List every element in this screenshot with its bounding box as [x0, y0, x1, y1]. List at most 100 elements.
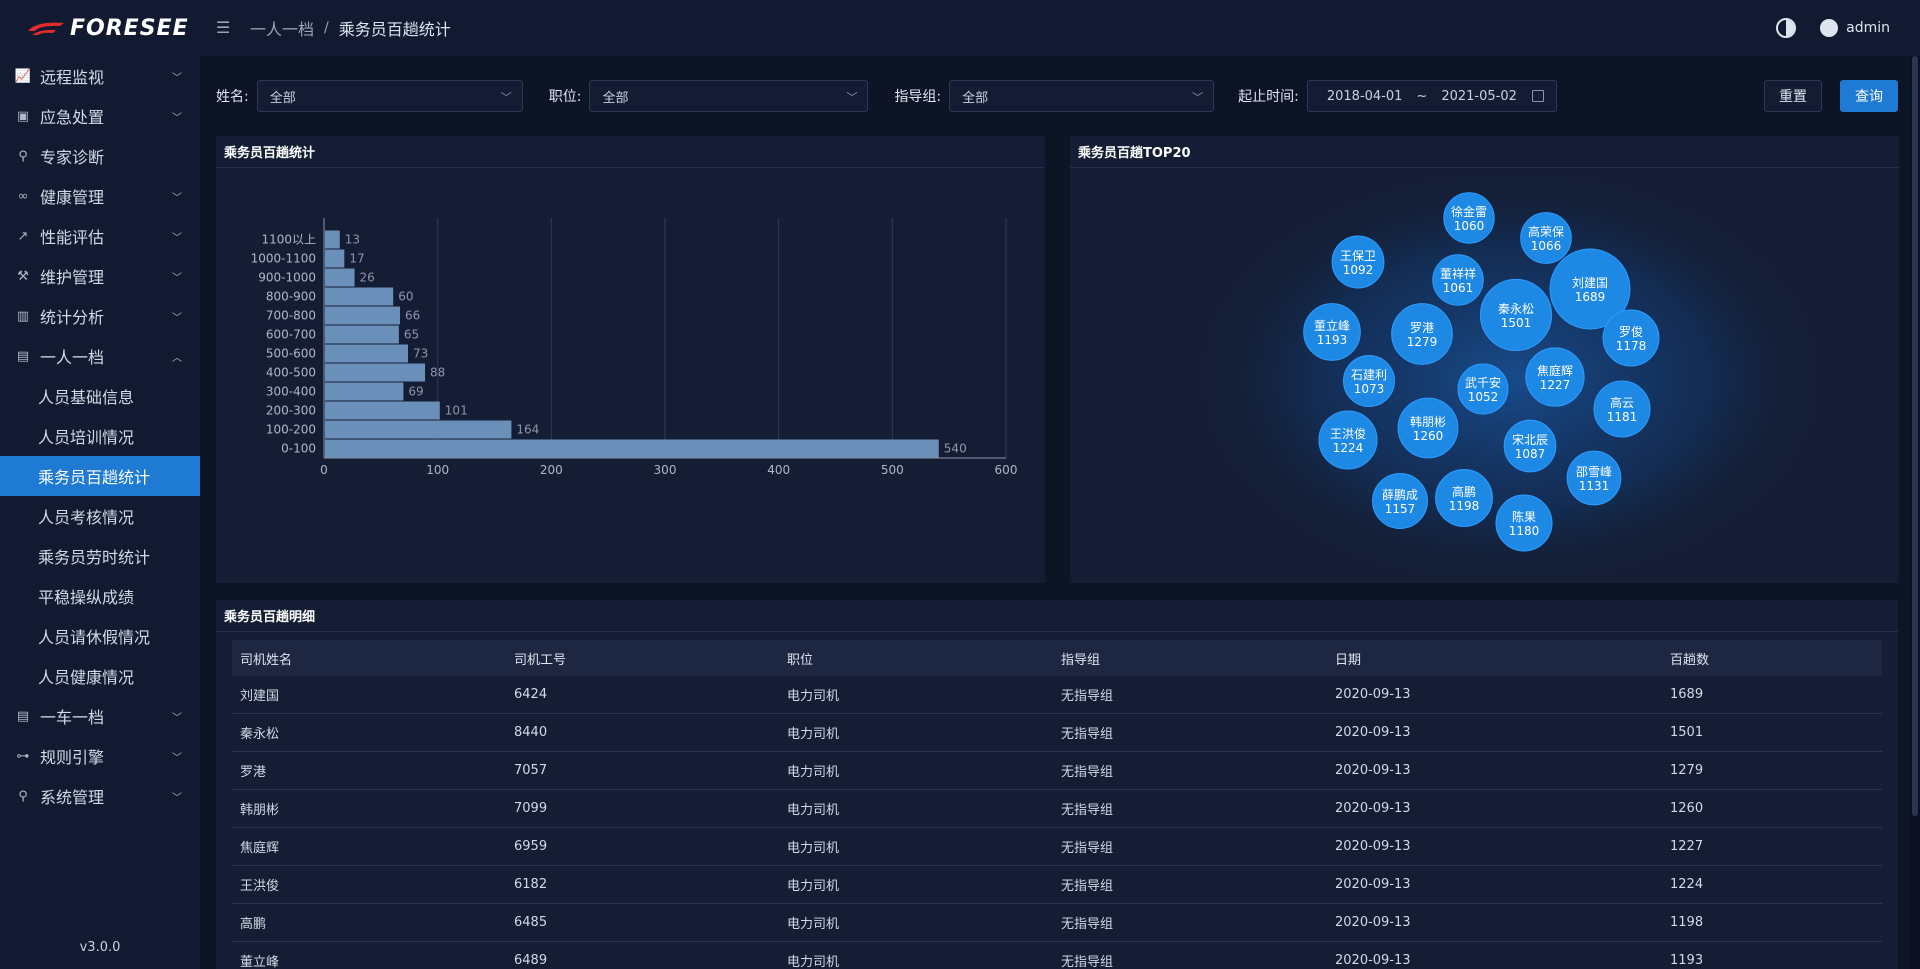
- version-label: v3.0.0: [79, 940, 121, 955]
- table-column-header[interactable]: 司机姓名: [240, 652, 293, 668]
- table-row[interactable]: 焦庭辉 6959 电力司机 无指导组 2020-09-13 1227: [232, 828, 1882, 866]
- bubble[interactable]: [1602, 309, 1660, 367]
- table-row[interactable]: 韩朋彬 7099 电力司机 无指导组 2020-09-13 1260: [232, 790, 1882, 828]
- table-row[interactable]: 高鹏 6485 电力司机 无指导组 2020-09-13 1198: [232, 904, 1882, 942]
- table-cell: 电力司机: [787, 879, 840, 894]
- bubble-value-label: 1066: [1531, 239, 1562, 253]
- logo[interactable]: FORESEE: [0, 0, 200, 56]
- position-select[interactable]: 全部 ﹀: [589, 80, 869, 112]
- group-filter-label: 指导组:: [894, 89, 942, 105]
- file-icon: ▤: [16, 708, 30, 724]
- bubble[interactable]: [1303, 303, 1361, 361]
- bubble[interactable]: [1495, 494, 1553, 552]
- bubble[interactable]: [1566, 450, 1622, 506]
- bubble[interactable]: [1318, 410, 1378, 470]
- table-column-header[interactable]: 指导组: [1061, 652, 1101, 668]
- sidebar-subitem[interactable]: 人员健康情况: [38, 668, 135, 687]
- sidebar-item[interactable]: ▤ 一人一档 ︿: [0, 336, 200, 376]
- bubble[interactable]: [1520, 212, 1572, 264]
- table-cell: 6182: [514, 877, 548, 892]
- sidebar-item[interactable]: ▥ 统计分析 ﹀: [0, 296, 200, 336]
- bubble[interactable]: [1435, 469, 1493, 527]
- table-cell: 1193: [1670, 953, 1704, 968]
- table-row[interactable]: 王洪俊 6182 电力司机 无指导组 2020-09-13 1224: [232, 866, 1882, 904]
- bubble[interactable]: [1432, 254, 1484, 306]
- bubble[interactable]: [1593, 380, 1651, 438]
- bar-value-label: 540: [944, 442, 967, 456]
- bubble[interactable]: [1457, 363, 1509, 415]
- table-column-header[interactable]: 百趟数: [1670, 652, 1710, 668]
- x-tick-label: 0: [320, 463, 328, 477]
- table-row[interactable]: 刘建国 6424 电力司机 无指导组 2020-09-13 1689: [232, 676, 1882, 714]
- sidebar-subitem[interactable]: 人员基础信息: [38, 388, 135, 407]
- sidebar-item[interactable]: ⊶ 规则引擎 ﹀: [0, 736, 200, 776]
- bubble[interactable]: [1443, 192, 1495, 244]
- bubble-name-label: 薛鹏成: [1382, 488, 1418, 502]
- table-cell: 电力司机: [787, 917, 840, 932]
- table-row[interactable]: 董立峰 6489 电力司机 无指导组 2020-09-13 1193: [232, 942, 1882, 969]
- bubble[interactable]: [1549, 248, 1631, 330]
- bubble[interactable]: [1397, 397, 1459, 459]
- sidebar-submenu: 人员基础信息 人员培训情况乘务员百趟统计人员考核情况 乘务员劳时统计 平稳操纵成绩 人员…: [0, 376, 200, 696]
- breadcrumb-separator: /: [324, 20, 329, 36]
- date-end[interactable]: 2021-05-02: [1441, 88, 1517, 104]
- table-row[interactable]: 罗港 7057 电力司机 无指导组 2020-09-13 1279: [232, 752, 1882, 790]
- table-cell: 6489: [514, 953, 548, 968]
- sidebar-subitem[interactable]: 人员考核情况: [38, 508, 135, 527]
- scrollbar-thumb[interactable]: [1912, 56, 1918, 816]
- sidebar-item[interactable]: ⚲ 专家诊断: [0, 136, 200, 176]
- table-cell: 电力司机: [787, 841, 840, 856]
- bubble[interactable]: [1372, 473, 1428, 529]
- sidebar-item[interactable]: ∞ 健康管理 ﹀: [0, 176, 200, 216]
- bubble-name-label: 董祥祥: [1440, 267, 1476, 281]
- bubble[interactable]: [1525, 347, 1585, 407]
- bubble[interactable]: [1503, 419, 1557, 473]
- bubble-name-label: 董立峰: [1314, 318, 1350, 333]
- reset-button[interactable]: 重置: [1764, 80, 1822, 112]
- bubble[interactable]: [1391, 303, 1453, 365]
- breadcrumb-parent[interactable]: 一人一档: [250, 20, 315, 39]
- bar: [325, 344, 408, 363]
- page-scrollbar[interactable]: [1910, 56, 1920, 969]
- query-button[interactable]: 查询: [1840, 80, 1898, 112]
- sidebar-subitem[interactable]: 人员培训情况: [38, 428, 135, 447]
- bar-value-label: 101: [445, 404, 468, 418]
- bar-value-label: 17: [349, 252, 364, 266]
- bubble-name-label: 宋北辰: [1512, 432, 1548, 447]
- group-select[interactable]: 全部 ﹀: [949, 80, 1215, 112]
- table-cell: 1279: [1670, 763, 1704, 778]
- bar: [325, 249, 345, 268]
- bubble[interactable]: [1479, 278, 1553, 352]
- sidebar-subitem[interactable]: 乘务员劳时统计: [38, 548, 151, 567]
- sidebar-item[interactable]: ⚒ 维护管理 ﹀: [0, 256, 200, 296]
- sidebar-item[interactable]: ▣ 应急处置 ﹀: [0, 96, 200, 136]
- sidebar-item[interactable]: 📈 远程监视 ﹀: [0, 56, 200, 96]
- sidebar-item[interactable]: ⚲ 系统管理 ﹀: [0, 776, 200, 816]
- table-column-header[interactable]: 职位: [787, 652, 814, 668]
- sidebar-subitem[interactable]: 乘务员百趟统计: [0, 456, 200, 496]
- user-name[interactable]: admin: [1846, 20, 1890, 36]
- bubble[interactable]: [1331, 235, 1385, 289]
- bubble[interactable]: [1343, 355, 1395, 407]
- sidebar-subitem[interactable]: 平稳操纵成绩: [38, 588, 135, 607]
- table-column-header[interactable]: 日期: [1335, 652, 1362, 668]
- sidebar-item[interactable]: ↗ 性能评估 ﹀: [0, 216, 200, 256]
- bubble-value-label: 1061: [1443, 281, 1474, 295]
- date-start[interactable]: 2018-04-01: [1326, 88, 1403, 104]
- table-cell: 6424: [514, 687, 548, 702]
- table-column-header[interactable]: 司机工号: [514, 652, 567, 668]
- table-row[interactable]: 秦永松 8440 电力司机 无指导组 2020-09-13 1501: [232, 714, 1882, 752]
- sidebar-subitem[interactable]: 人员请休假情况: [38, 628, 151, 647]
- bubble-value-label: 1087: [1515, 447, 1546, 461]
- sidebar-item[interactable]: ▤ 一车一档 ﹀: [0, 696, 200, 736]
- name-select[interactable]: 全部 ﹀: [256, 80, 523, 112]
- user-avatar-icon[interactable]: [1820, 19, 1839, 37]
- date-range-picker[interactable]: 2018-04-01 ~ 2021-05-02: [1306, 80, 1557, 112]
- bar-chart-panel: 乘务员百趟统计 0 100 200 300 400 500 600 0-100 540 100-2…: [216, 136, 1045, 583]
- table-cell: 秦永松: [240, 727, 280, 742]
- menu-fold-icon[interactable]: ☰: [216, 18, 231, 37]
- sidebar-item-label: 远程监视: [40, 68, 105, 87]
- table-cell: 2020-09-13: [1335, 725, 1411, 740]
- theme-toggle-icon[interactable]: [1776, 18, 1797, 38]
- bar-chart-icon: ▥: [16, 308, 30, 324]
